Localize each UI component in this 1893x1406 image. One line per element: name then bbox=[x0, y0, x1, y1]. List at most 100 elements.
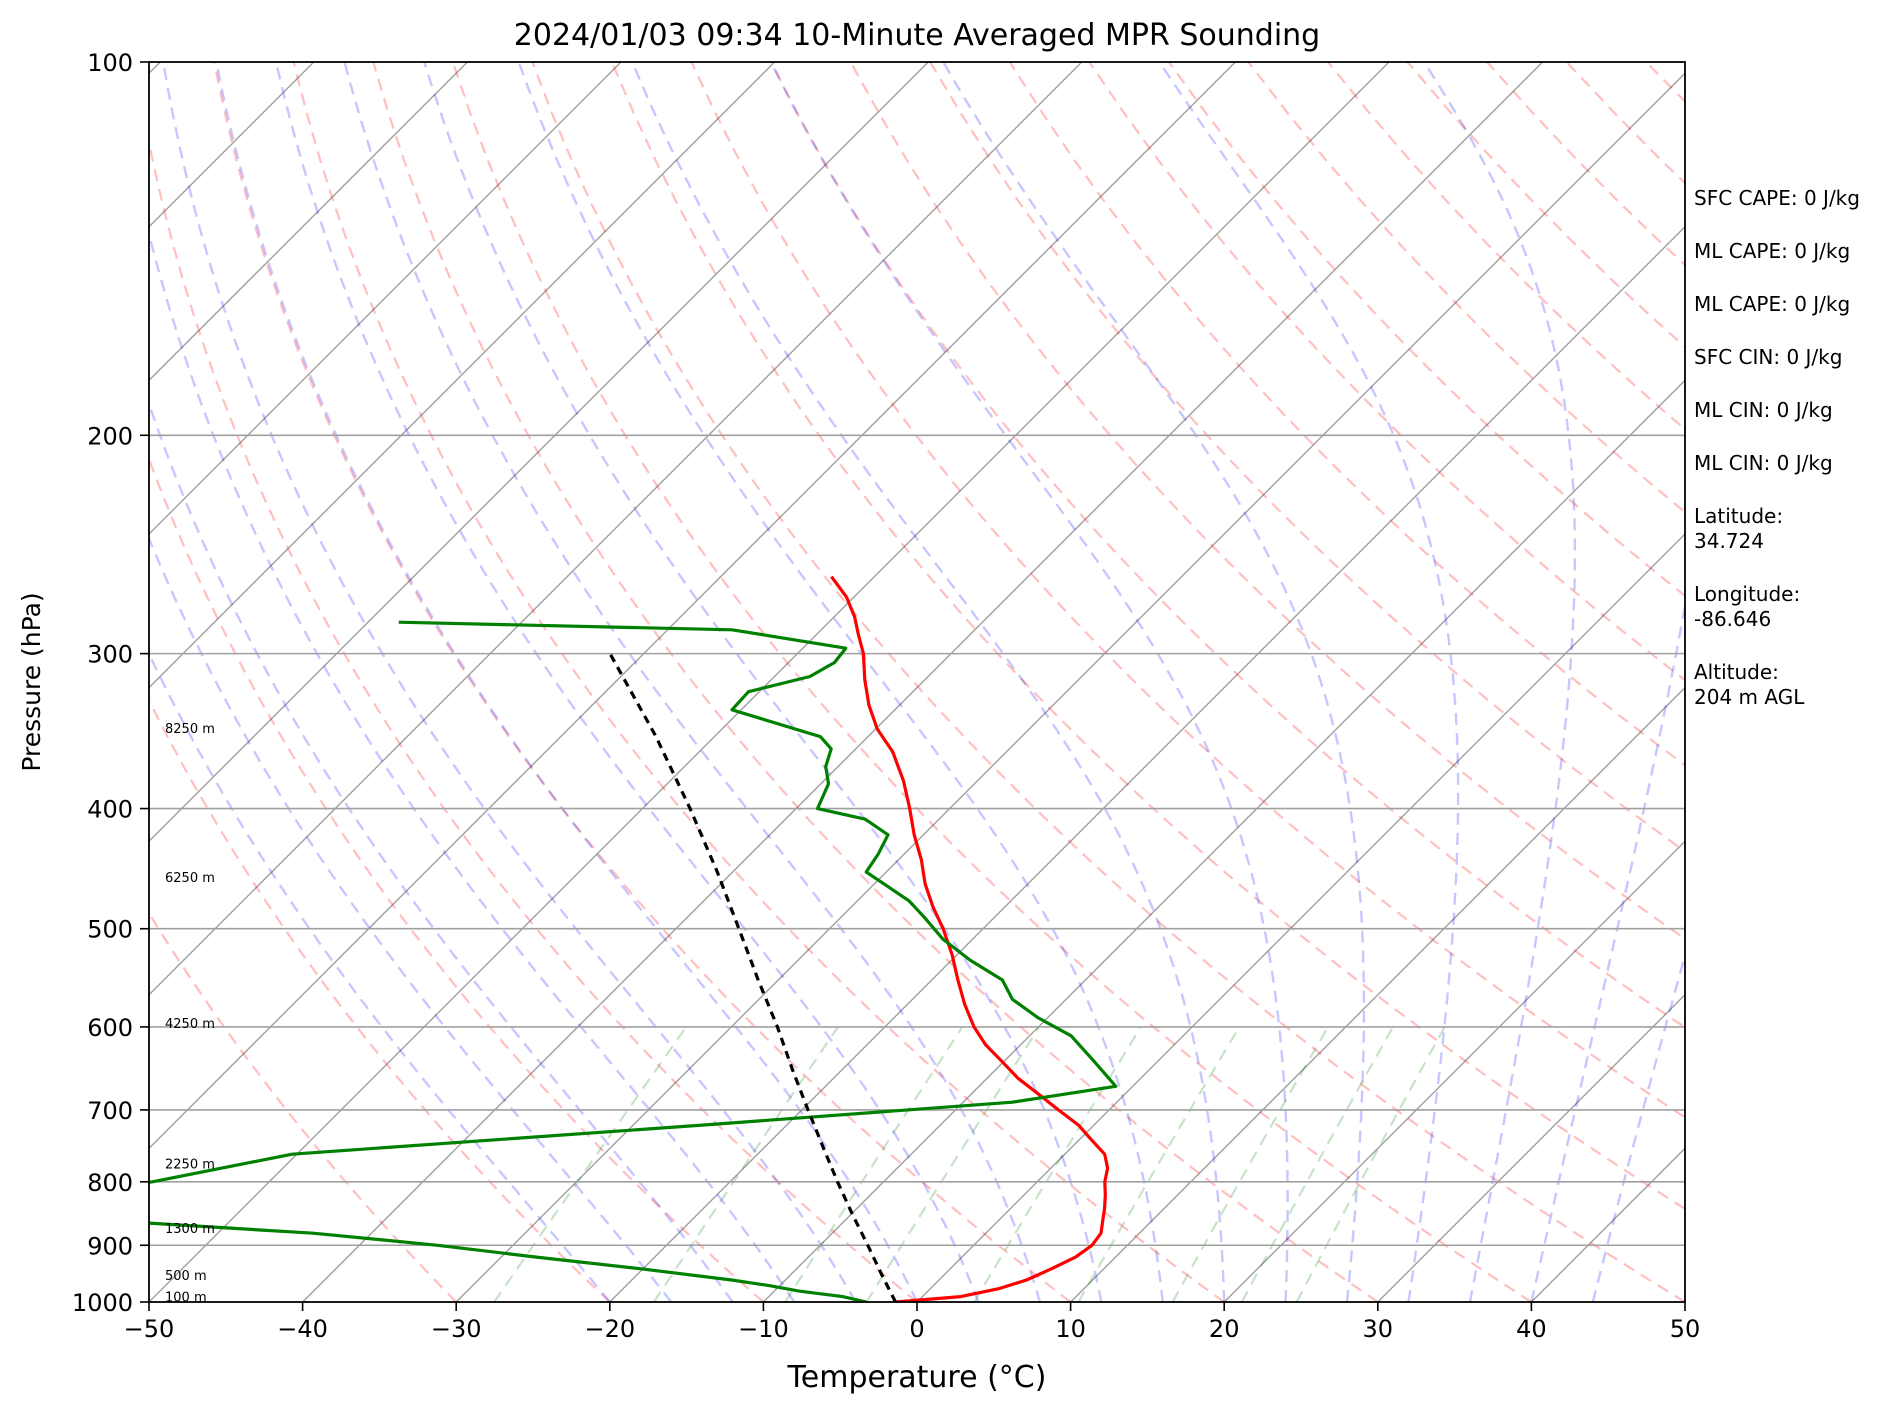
dry-adiabat-lines bbox=[149, 62, 1893, 1302]
mixing-ratio-line bbox=[1171, 1026, 1329, 1302]
ml-cape-text: ML CAPE: 0 J/kg bbox=[1694, 239, 1851, 263]
x-tick-label: −50 bbox=[124, 1315, 175, 1343]
ml-cape-text-2: ML CAPE: 0 J/kg bbox=[1694, 292, 1851, 316]
altitude-value: 204 m AGL bbox=[1694, 685, 1805, 709]
moist-adiabat-line bbox=[215, 62, 919, 1302]
x-axis-label: Temperature (°C) bbox=[787, 1360, 1047, 1395]
dry-adiabat-line bbox=[149, 136, 918, 1302]
y-axis-label: Pressure (hPa) bbox=[17, 592, 46, 771]
isobar-grid bbox=[149, 434, 1685, 1247]
plot-background bbox=[149, 62, 1685, 1302]
ml-cin-text: ML CIN: 0 J/kg bbox=[1694, 398, 1833, 422]
isotherm-line bbox=[1377, 993, 1685, 1302]
y-tick-label: 100 bbox=[87, 49, 133, 77]
dewpoint-profile bbox=[149, 620, 1118, 1302]
dry-adiabat-line bbox=[531, 62, 1685, 1302]
isotherm-line bbox=[1223, 840, 1685, 1302]
moist-adiabat-line bbox=[162, 62, 857, 1302]
height-labels: 8250 m 6250 m 4250 m 2250 m 1300 m 500 m 100 m bbox=[165, 722, 215, 1306]
sfc-cin-text: SFC CIN: 0 J/kg bbox=[1694, 345, 1843, 369]
y-tick-label: 400 bbox=[87, 796, 133, 824]
temperature-profile bbox=[830, 575, 1110, 1302]
x-tick-label: 10 bbox=[1055, 1315, 1086, 1343]
x-tick-label: −30 bbox=[431, 1315, 482, 1343]
isotherm-line bbox=[455, 72, 1685, 1302]
axes: −50 −40 −30 −20 −10 0 10 20 30 40 50 100 200 300 400 50… bbox=[72, 49, 1700, 1343]
x-tick-label: −20 bbox=[584, 1315, 635, 1343]
isotherm-line bbox=[149, 62, 1236, 1150]
isotherm-line bbox=[149, 62, 929, 843]
moist-adiabat-line bbox=[149, 400, 734, 1302]
longitude-label: Longitude: bbox=[1694, 582, 1801, 606]
chart-title: 2024/01/03 09:34 10-Minute Averaged MPR … bbox=[514, 18, 1320, 53]
dry-adiabat-line bbox=[1088, 62, 1685, 682]
moist-adiabat-line bbox=[517, 62, 1164, 1302]
x-tick-label: 30 bbox=[1363, 1315, 1394, 1343]
latitude-label: Latitude: bbox=[1694, 504, 1784, 528]
x-tick-label: 40 bbox=[1516, 1315, 1547, 1343]
moist-adiabat-lines bbox=[149, 62, 1685, 1302]
x-tick-label: 50 bbox=[1670, 1315, 1701, 1343]
altitude-label: Altitude: bbox=[1694, 660, 1779, 684]
isotherm-line bbox=[0, 62, 7, 1302]
isotherm-line bbox=[1070, 686, 1685, 1302]
mixing-ratio-line bbox=[1077, 1026, 1241, 1302]
y-tick-label: 900 bbox=[87, 1232, 133, 1260]
parcel-profile bbox=[608, 652, 897, 1302]
isotherm-line bbox=[149, 62, 468, 382]
isotherm-line bbox=[149, 62, 622, 535]
y-tick-label: 600 bbox=[87, 1014, 133, 1042]
latitude-block: Latitude: 34.724 bbox=[1694, 504, 1884, 554]
longitude-value: -86.646 bbox=[1694, 607, 1772, 631]
isotherm-line bbox=[916, 533, 1685, 1302]
height-label: 100 m bbox=[165, 1291, 207, 1306]
x-tick-label: 0 bbox=[909, 1315, 924, 1343]
moist-adiabat-line bbox=[769, 62, 1289, 1302]
y-tick-label: 300 bbox=[87, 641, 133, 669]
moist-adiabat-line bbox=[423, 62, 1103, 1302]
altitude-block: Altitude: 204 m AGL bbox=[1694, 660, 1884, 710]
isotherm-line bbox=[762, 379, 1685, 1302]
height-label: 500 m bbox=[165, 1269, 207, 1284]
sfc-cape-text: SFC CAPE: 0 J/kg bbox=[1694, 186, 1860, 210]
dry-adiabat-line bbox=[770, 62, 1685, 1029]
height-label: 2250 m bbox=[165, 1158, 215, 1173]
y-tick-label: 700 bbox=[87, 1097, 133, 1125]
dry-adiabat-line bbox=[1885, 62, 1893, 1302]
y-tick-label: 1000 bbox=[72, 1289, 133, 1317]
isotherm-line bbox=[609, 225, 1685, 1302]
dry-adiabat-line bbox=[213, 62, 1072, 1302]
isotherm-line bbox=[149, 62, 1390, 1302]
dry-adiabat-line bbox=[149, 456, 765, 1302]
height-label: 1300 m bbox=[165, 1222, 215, 1237]
longitude-block: Longitude: -86.646 bbox=[1694, 582, 1884, 632]
moist-adiabat-line bbox=[1422, 62, 1577, 1302]
moist-adiabat-line bbox=[343, 62, 1042, 1302]
mixing-ratio-line bbox=[1240, 1026, 1394, 1302]
x-tick-label: −40 bbox=[277, 1315, 328, 1343]
isotherm-lines bbox=[0, 62, 1685, 1302]
height-label: 4250 m bbox=[165, 1017, 215, 1032]
moist-adiabat-line bbox=[631, 62, 1226, 1302]
dry-adiabat-line bbox=[372, 62, 1379, 1302]
mixing-ratio-line bbox=[1295, 1026, 1446, 1302]
x-tick-label: −10 bbox=[738, 1315, 789, 1343]
y-tick-label: 800 bbox=[87, 1169, 133, 1197]
isotherm-line bbox=[149, 62, 776, 689]
dry-adiabat-line bbox=[1168, 62, 1685, 598]
plot-area: 8250 m 6250 m 4250 m 2250 m 1300 m 500 m 100 m bbox=[0, 62, 1893, 1306]
latitude-value: 34.724 bbox=[1694, 529, 1764, 553]
dry-adiabat-line bbox=[292, 62, 1225, 1302]
y-tick-label: 500 bbox=[87, 916, 133, 944]
height-label: 6250 m bbox=[165, 871, 215, 886]
moist-adiabat-line bbox=[274, 62, 980, 1302]
side-panel: SFC CAPE: 0 J/kg ML CAPE: 0 J/kg ML CAPE… bbox=[1694, 186, 1884, 738]
dry-adiabat-line bbox=[451, 62, 1532, 1302]
ml-cin-text-2: ML CIN: 0 J/kg bbox=[1694, 451, 1833, 475]
y-tick-label: 200 bbox=[87, 422, 133, 450]
moist-adiabat-line bbox=[149, 229, 796, 1302]
height-label: 8250 m bbox=[165, 722, 215, 737]
isotherm-line bbox=[302, 62, 1544, 1302]
moist-adiabat-line bbox=[1530, 599, 1685, 1302]
